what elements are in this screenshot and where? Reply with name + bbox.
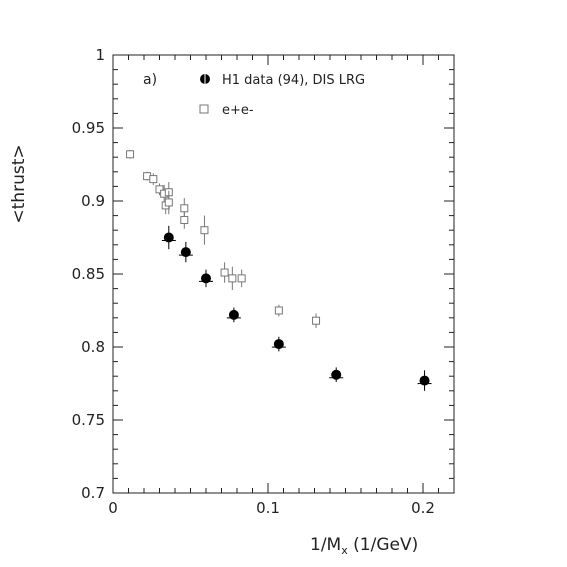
ee-data-point bbox=[312, 316, 321, 325]
y-tick-label: 0.8 bbox=[81, 338, 105, 356]
y-tick-label: 0.85 bbox=[72, 265, 105, 283]
legend-label-ee: e+e- bbox=[222, 103, 254, 118]
ee-data-point bbox=[126, 150, 135, 159]
y-tick-label: 0.75 bbox=[72, 411, 105, 429]
y-tick-label: 1 bbox=[95, 46, 105, 64]
h1-data-point bbox=[419, 375, 430, 386]
ee-data-point bbox=[180, 204, 189, 213]
x-tick-label: 0 bbox=[108, 499, 118, 517]
panel-label: a) bbox=[143, 72, 157, 88]
x-tick-label: 0.2 bbox=[411, 499, 435, 517]
x-axis-label: 1/Mx (1/GeV) bbox=[310, 535, 418, 557]
ee-data-point bbox=[149, 175, 158, 184]
x-axis-label-unit: (1/GeV) bbox=[348, 535, 418, 555]
plot-frame bbox=[112, 54, 455, 494]
x-axis-label-sub: x bbox=[341, 544, 348, 557]
x-axis-label-main: 1/M bbox=[310, 535, 341, 555]
ee-data-point bbox=[274, 306, 283, 315]
x-tick-label: 0.1 bbox=[256, 499, 280, 517]
legend-label-h1: H1 data (94), DIS LRG bbox=[222, 73, 365, 88]
h1-data-point bbox=[228, 309, 239, 320]
ee-data-point bbox=[220, 268, 229, 277]
y-tick-label: 0.9 bbox=[81, 192, 105, 210]
ee-data-point bbox=[164, 198, 173, 207]
ee-data-point bbox=[155, 185, 164, 194]
y-axis-label: <thrust> bbox=[9, 144, 29, 223]
ee-data-point bbox=[237, 274, 246, 283]
y-tick-label: 0.95 bbox=[72, 119, 105, 137]
ee-data-point bbox=[228, 274, 237, 283]
ee-data-point bbox=[200, 226, 209, 235]
h1-data-point bbox=[180, 247, 191, 258]
h1-data-point bbox=[273, 339, 284, 350]
legend-marker-ee bbox=[199, 104, 209, 114]
h1-data-point bbox=[331, 369, 342, 380]
h1-data-point bbox=[163, 232, 174, 243]
legend: H1 data (94), DIS LRG e+e- bbox=[199, 73, 365, 118]
ee-data-point bbox=[180, 215, 189, 224]
h1-data-point bbox=[201, 273, 211, 284]
y-tick-label: 0.7 bbox=[81, 484, 105, 502]
